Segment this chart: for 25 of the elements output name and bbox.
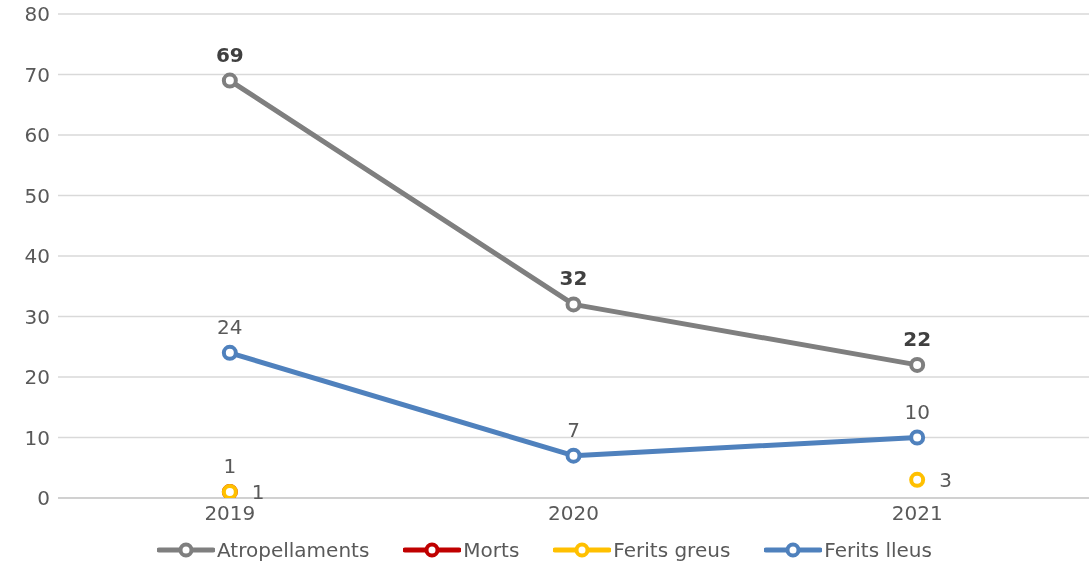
y-tick-label: 40 bbox=[24, 244, 50, 269]
data-label: 24 bbox=[217, 314, 243, 339]
legend-label: Morts bbox=[462, 538, 520, 562]
x-tick-label: 2021 bbox=[891, 501, 943, 526]
y-tick-label: 80 bbox=[24, 2, 50, 27]
data-label: 32 bbox=[559, 266, 588, 291]
data-label: 1 bbox=[251, 479, 265, 504]
legend-label: Atropellaments bbox=[216, 538, 370, 562]
y-tick-label: 60 bbox=[24, 123, 50, 148]
data-label: 22 bbox=[903, 326, 932, 351]
y-tick-label: 20 bbox=[24, 365, 50, 390]
data-label: 7 bbox=[567, 417, 580, 442]
x-tick-label: 2019 bbox=[204, 501, 256, 526]
y-tick-label: 30 bbox=[24, 304, 50, 329]
x-tick-label: 2020 bbox=[548, 501, 599, 526]
y-tick-label: 70 bbox=[24, 62, 50, 87]
data-label: 3 bbox=[939, 467, 952, 492]
y-tick-label: 10 bbox=[24, 425, 50, 450]
legend-label: Ferits lleus bbox=[823, 538, 932, 562]
data-label: 10 bbox=[904, 399, 930, 424]
y-tick-label: 50 bbox=[24, 183, 50, 208]
y-tick-label: 0 bbox=[37, 486, 50, 511]
data-label: 69 bbox=[215, 42, 244, 67]
legend-label: Ferits greus bbox=[612, 538, 731, 562]
data-label: 1 bbox=[223, 453, 237, 478]
